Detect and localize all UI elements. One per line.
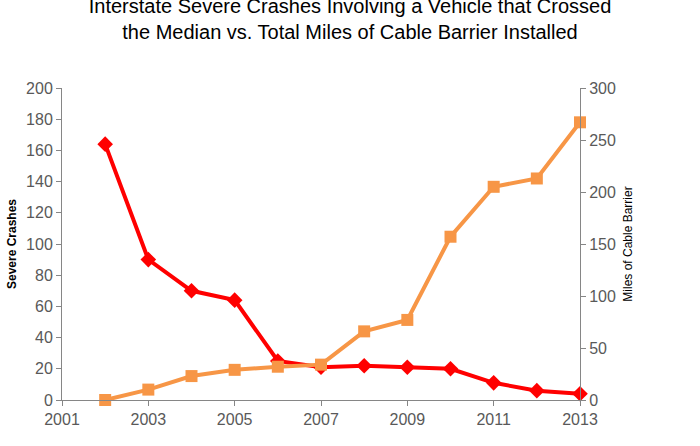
- svg-text:60: 60: [35, 298, 53, 315]
- svg-text:2013: 2013: [562, 411, 598, 428]
- svg-text:150: 150: [589, 236, 616, 253]
- svg-text:2009: 2009: [390, 411, 426, 428]
- svg-text:Miles of Cable Barrier: Miles of Cable Barrier: [621, 186, 635, 301]
- svg-text:0: 0: [589, 392, 598, 409]
- svg-text:2011: 2011: [476, 411, 511, 428]
- svg-text:120: 120: [26, 204, 53, 221]
- svg-text:100: 100: [589, 288, 616, 305]
- svg-text:0: 0: [44, 392, 53, 409]
- svg-text:40: 40: [35, 329, 53, 346]
- svg-text:160: 160: [26, 142, 53, 159]
- svg-text:80: 80: [35, 267, 53, 284]
- svg-text:250: 250: [589, 132, 616, 149]
- svg-text:20: 20: [35, 360, 53, 377]
- svg-text:2001: 2001: [44, 411, 80, 428]
- svg-text:2007: 2007: [303, 411, 339, 428]
- svg-text:200: 200: [26, 80, 53, 97]
- svg-text:Severe Crashes: Severe Crashes: [5, 199, 19, 289]
- svg-text:50: 50: [589, 340, 607, 357]
- svg-text:180: 180: [26, 111, 53, 128]
- svg-text:2003: 2003: [131, 411, 167, 428]
- svg-text:200: 200: [589, 184, 616, 201]
- svg-text:140: 140: [26, 173, 53, 190]
- svg-text:2005: 2005: [217, 411, 253, 428]
- svg-text:300: 300: [589, 80, 616, 97]
- svg-text:100: 100: [26, 236, 53, 253]
- svg-text:Interstate Severe Crashes Invo: Interstate Severe Crashes Involving a Ve…: [89, 0, 612, 43]
